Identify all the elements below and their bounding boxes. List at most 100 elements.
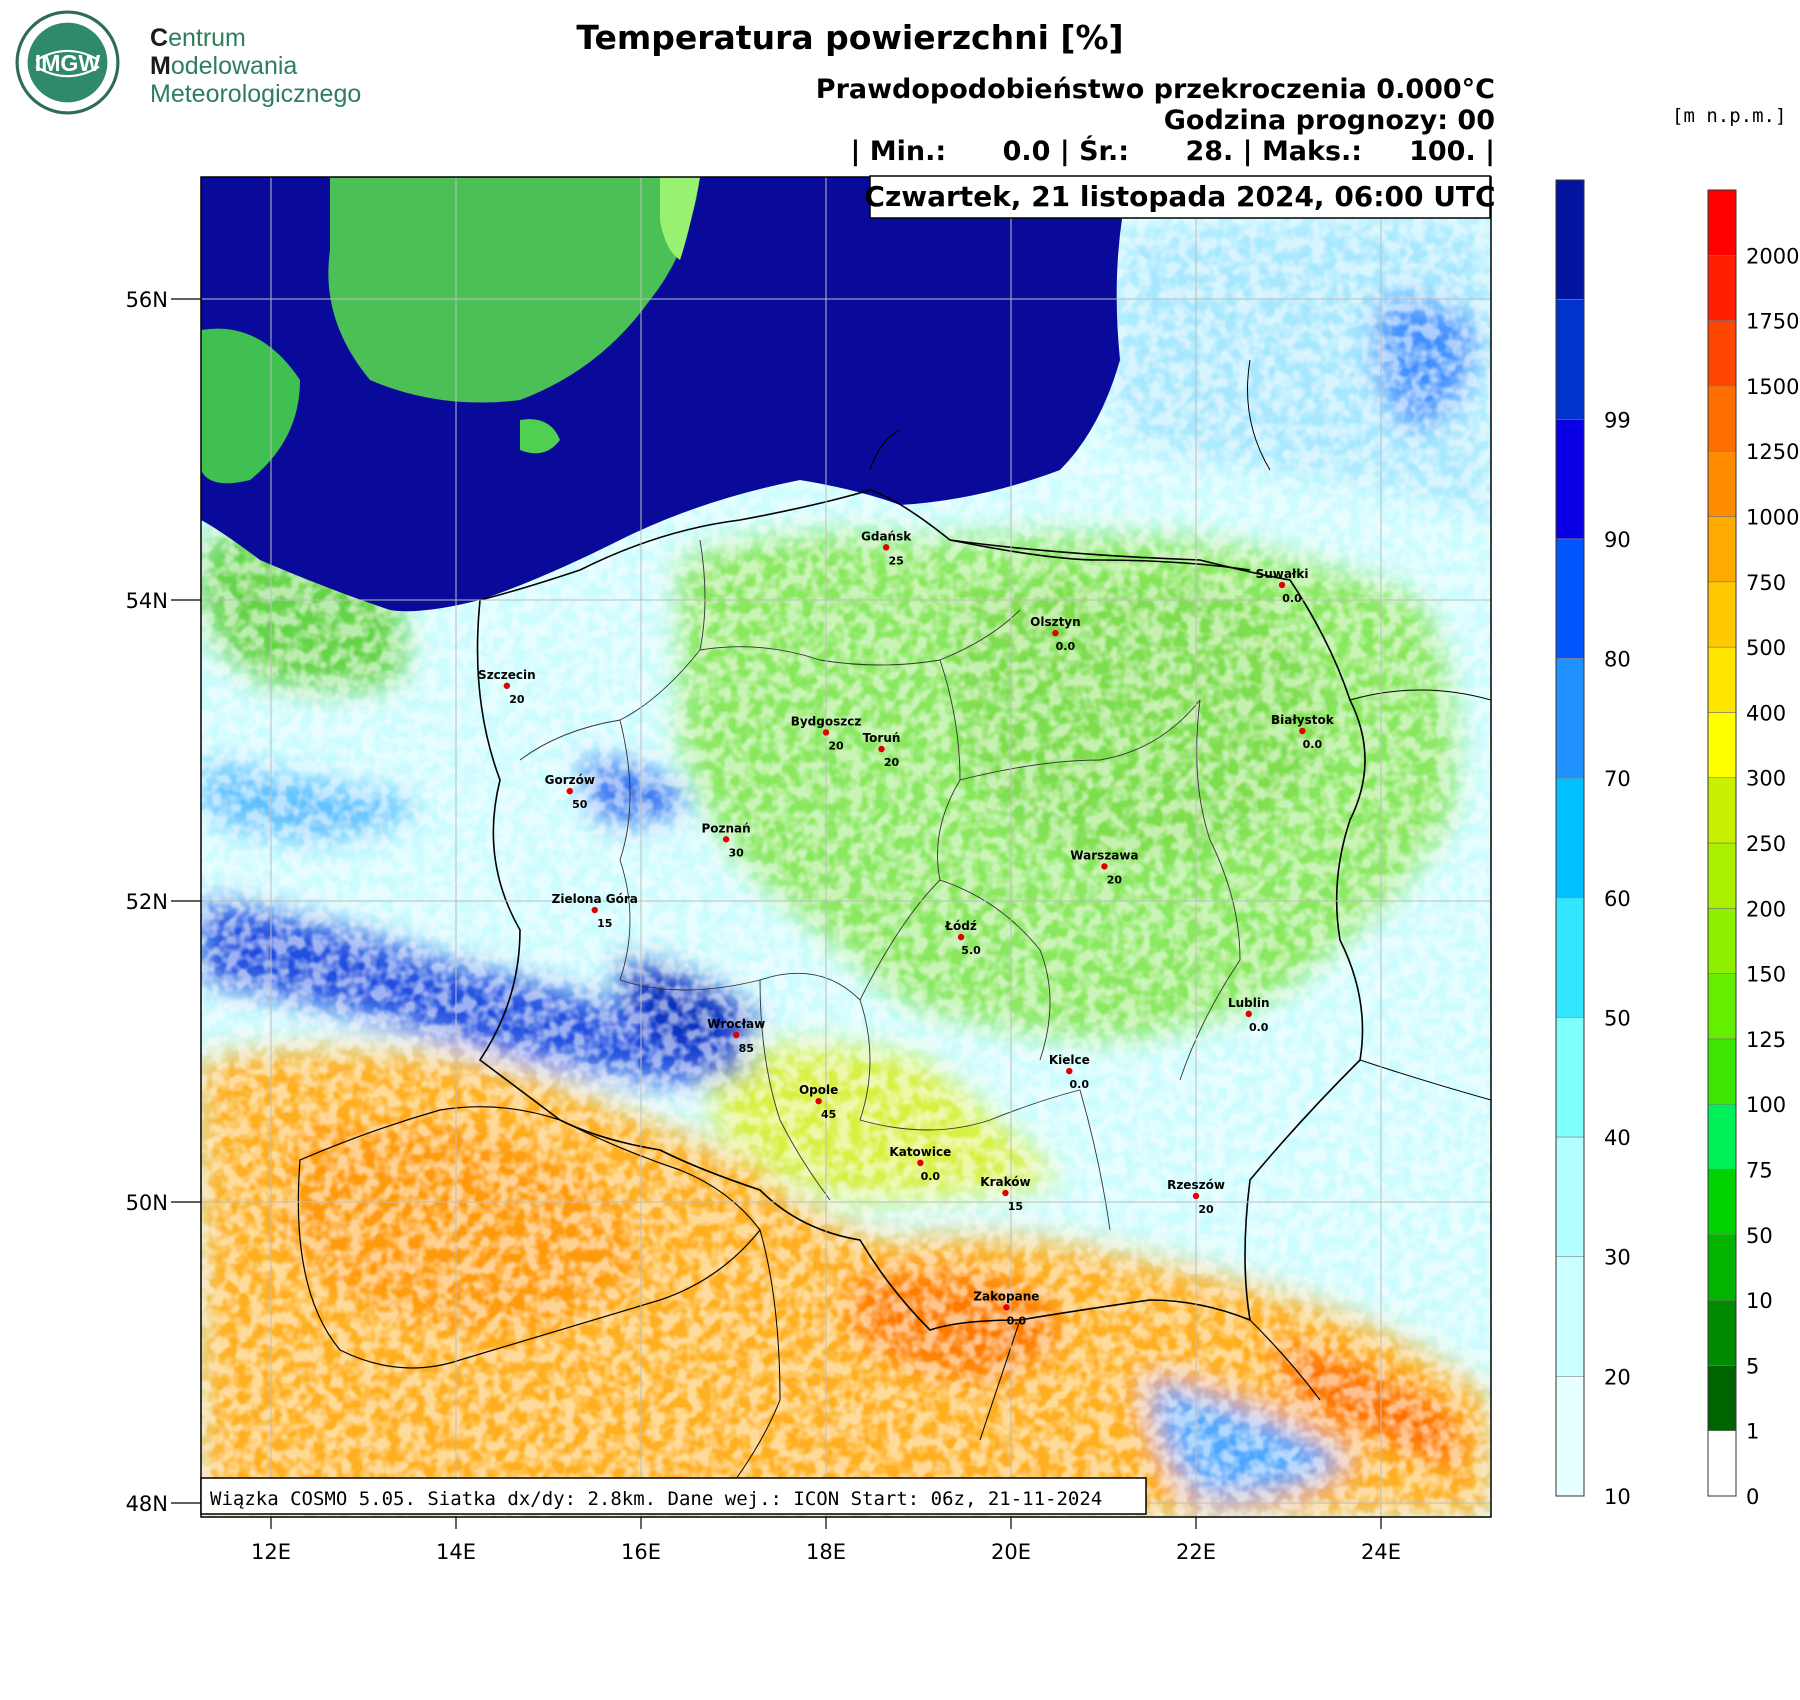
logo-line-3: Meteorologicznego xyxy=(150,80,362,108)
height-scale-label: 1250 xyxy=(1746,440,1799,464)
height-scale-unit: [m n.p.m.] xyxy=(1672,105,1787,127)
city-dot xyxy=(591,906,598,914)
height-color-swatch xyxy=(1707,1430,1737,1497)
lon-tick-label: 14E xyxy=(436,1540,476,1564)
prob-scale-label: 80 xyxy=(1604,648,1631,672)
city-dot xyxy=(917,1159,924,1167)
city-name: Zakopane xyxy=(973,1289,1039,1303)
height-scale-label: 10 xyxy=(1746,1289,1773,1313)
height-color-swatch xyxy=(1707,646,1737,713)
city-name: Suwałki xyxy=(1256,567,1309,581)
height-scale-label: 100 xyxy=(1746,1093,1786,1117)
city-dot xyxy=(822,729,830,736)
city-dot xyxy=(1278,581,1286,589)
map-frame xyxy=(200,176,1492,1518)
height-color-swatch xyxy=(1707,712,1737,779)
city-name: Kraków xyxy=(980,1175,1030,1189)
lat-tick-label: 48N xyxy=(126,1492,168,1516)
prob-bar-frame xyxy=(1555,179,1585,1497)
city-dot xyxy=(882,544,890,551)
city-marker: Rzeszów 20 xyxy=(1167,1178,1225,1216)
prob-scale-label: 10 xyxy=(1604,1485,1631,1509)
prob-color-swatch xyxy=(1555,1017,1585,1138)
city-name: Wrocław xyxy=(707,1017,765,1031)
height-color-swatch xyxy=(1707,189,1737,256)
prob-scale-label: 30 xyxy=(1604,1246,1631,1270)
height-color-swatch xyxy=(1707,907,1737,974)
height-color-swatch xyxy=(1707,842,1737,909)
date-box xyxy=(869,175,1491,219)
height-bar-frame xyxy=(1707,189,1737,1497)
prob-color-swatch xyxy=(1555,1376,1585,1497)
city-name: Warszawa xyxy=(1070,848,1138,862)
lon-tick-label: 16E xyxy=(621,1540,661,1564)
lat-tick-label: 50N xyxy=(126,1191,168,1215)
city-marker: Zielona Góra 15 xyxy=(552,892,638,930)
height-color-swatch xyxy=(1707,385,1737,452)
city-marker: Toruń 20 xyxy=(863,731,901,769)
city-value: 0.0 xyxy=(1007,1314,1027,1327)
height-scale-label: 0 xyxy=(1746,1485,1759,1509)
prob-color-swatch xyxy=(1555,1256,1585,1377)
city-dot xyxy=(733,1031,740,1039)
height-color-swatch xyxy=(1707,255,1737,321)
city-dot xyxy=(1245,1010,1252,1018)
footer-box xyxy=(200,1477,1147,1515)
footer-text: Wiązka COSMO 5.05. Siatka dx/dy: 2.8km. … xyxy=(210,1488,1102,1510)
height-scale-label: 75 xyxy=(1746,1159,1773,1183)
lat-tick-label: 56N xyxy=(126,288,168,312)
city-marker: Gorzów 50 xyxy=(545,773,595,811)
map-title: Temperatura powierzchni [%] xyxy=(576,18,1124,57)
prob-scale-label: 90 xyxy=(1604,528,1631,552)
city-marker: Opole 45 xyxy=(799,1083,838,1121)
city-dot xyxy=(1066,1067,1073,1075)
prob-color-swatch xyxy=(1555,777,1585,899)
height-color-swatch xyxy=(1707,973,1737,1040)
city-value: 0.0 xyxy=(1249,1021,1269,1034)
map-subtitle: Prawdopodobieństwo przekroczenia 0.000°C xyxy=(815,74,1495,105)
prob-color-swatch xyxy=(1555,299,1585,420)
height-color-swatch xyxy=(1707,516,1737,583)
city-dot xyxy=(1052,629,1059,637)
city-value: 0.0 xyxy=(1303,738,1323,751)
city-value: 0.0 xyxy=(1070,1078,1090,1091)
prob-color-swatch xyxy=(1555,897,1585,1018)
city-value: 15 xyxy=(597,917,612,930)
prob-scale-label: 70 xyxy=(1604,767,1631,791)
city-marker: Łódź 5.0 xyxy=(944,919,981,957)
height-scale-label: 400 xyxy=(1746,701,1786,725)
height-color-swatch xyxy=(1707,320,1737,387)
height-scale-label: 500 xyxy=(1746,636,1786,660)
city-name: Kielce xyxy=(1049,1053,1090,1067)
city-value: 85 xyxy=(739,1042,754,1055)
city-value: 20 xyxy=(828,739,844,752)
height-color-swatch xyxy=(1707,1299,1737,1366)
city-marker: Olsztyn 0.0 xyxy=(1030,615,1081,653)
lon-tick-label: 20E xyxy=(991,1540,1031,1564)
height-scale-label: 1500 xyxy=(1746,375,1799,399)
city-value: 20 xyxy=(509,693,525,706)
city-value: 30 xyxy=(728,846,744,859)
city-dot xyxy=(722,836,730,843)
city-value: 20 xyxy=(1107,873,1123,886)
logo-line-1: Centrum xyxy=(150,24,246,52)
prob-color-swatch xyxy=(1555,538,1585,659)
height-scale-label: 150 xyxy=(1746,963,1786,987)
city-name: Poznań xyxy=(701,821,750,835)
height-scale-label: 300 xyxy=(1746,767,1786,791)
city-marker: Kielce 0.0 xyxy=(1049,1053,1090,1091)
height-scale-label: 2000 xyxy=(1746,244,1799,268)
height-color-swatch xyxy=(1707,450,1737,517)
forecast-hour: Godzina prognozy: 00 xyxy=(1163,105,1495,136)
imgw-logo: IMGW xyxy=(15,10,120,115)
prob-scale-label: 50 xyxy=(1604,1006,1631,1030)
city-marker: Gdańsk 25 xyxy=(861,529,912,567)
city-marker: Poznań 30 xyxy=(701,821,750,859)
city-value: 0.0 xyxy=(1056,640,1076,653)
date-text: Czwartek, 21 listopada 2024, 06:00 UTC xyxy=(864,180,1495,213)
height-scale-label: 5 xyxy=(1746,1354,1759,1378)
height-color-swatch xyxy=(1707,1038,1737,1105)
city-dot xyxy=(1192,1192,1200,1200)
city-name: Olsztyn xyxy=(1030,615,1081,629)
